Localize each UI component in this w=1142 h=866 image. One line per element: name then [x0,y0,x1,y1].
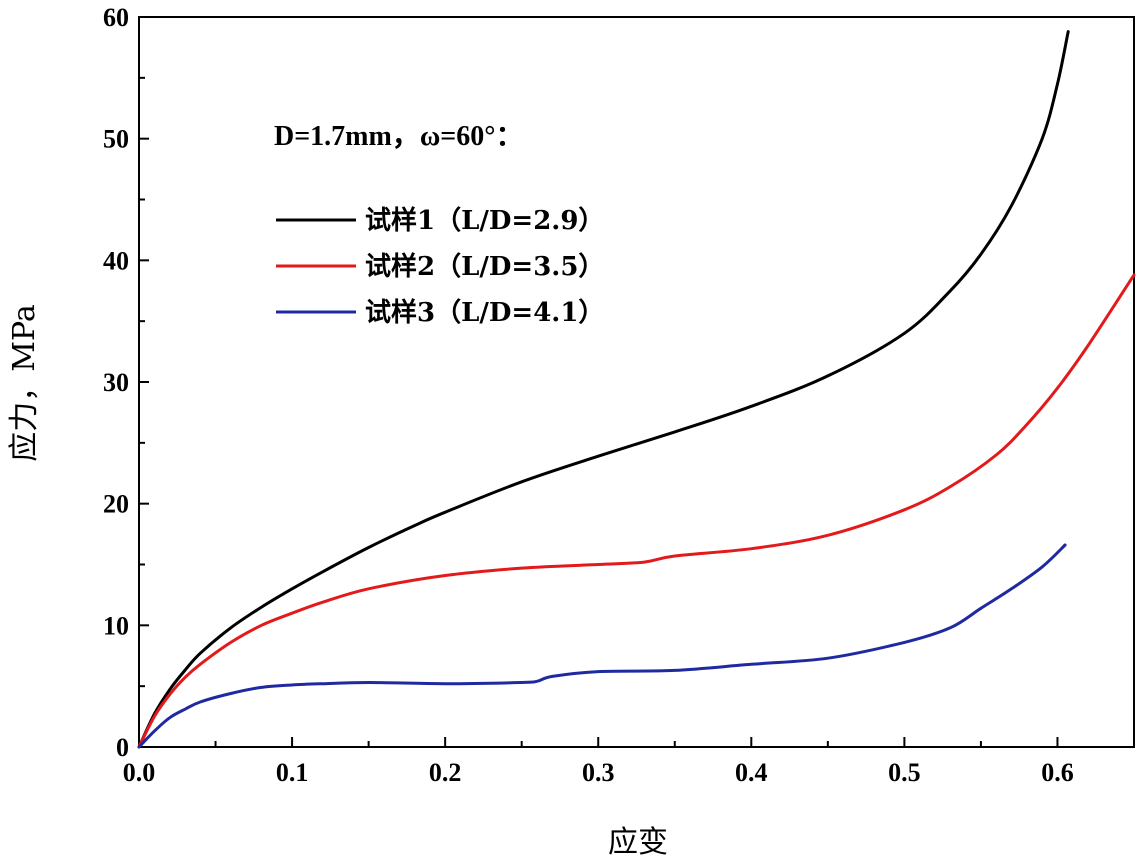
chart-annotation: D=1.7mm，ω=60°： [274,121,523,152]
x-axis-title: 应变 [608,825,668,860]
legend-label-1: 试样1（L/D=2.9） [365,205,604,236]
x-tick-labels: 0.0 0.1 0.2 0.3 0.4 0.5 0.6 [123,758,1074,787]
x-tick-label: 0.2 [429,758,462,787]
x-tick-label: 0.0 [123,758,156,787]
legend: 试样1（L/D=2.9） 试样2（L/D=3.5） 试样3（L/D=4.1） [276,205,604,328]
y-tick-label: 20 [103,490,129,519]
y-tick-label: 10 [103,611,129,640]
series-line-2 [137,273,1136,749]
y-tick-label: 0 [116,733,129,762]
legend-label-2: 试样2（L/D=3.5） [365,251,604,282]
x-tick-label: 0.5 [888,758,921,787]
x-tick-label: 0.1 [276,758,309,787]
y-tick-label: 50 [103,125,129,154]
x-tick-label: 0.3 [582,758,615,787]
legend-label-3: 试样3（L/D=4.1） [365,297,604,328]
series-lines [137,30,1136,749]
y-tick-labels: 0 10 20 30 40 50 60 [103,3,129,762]
series-line-1 [137,30,1070,749]
y-tick-label: 40 [103,246,129,275]
y-axis-title: 应力，MPa [7,304,42,462]
x-tick-label: 0.4 [735,758,768,787]
x-tick-label: 0.6 [1041,758,1074,787]
y-tick-label: 30 [103,368,129,397]
axis-ticks [138,16,1135,748]
series-line-3 [137,543,1067,749]
y-tick-label: 60 [103,3,129,32]
